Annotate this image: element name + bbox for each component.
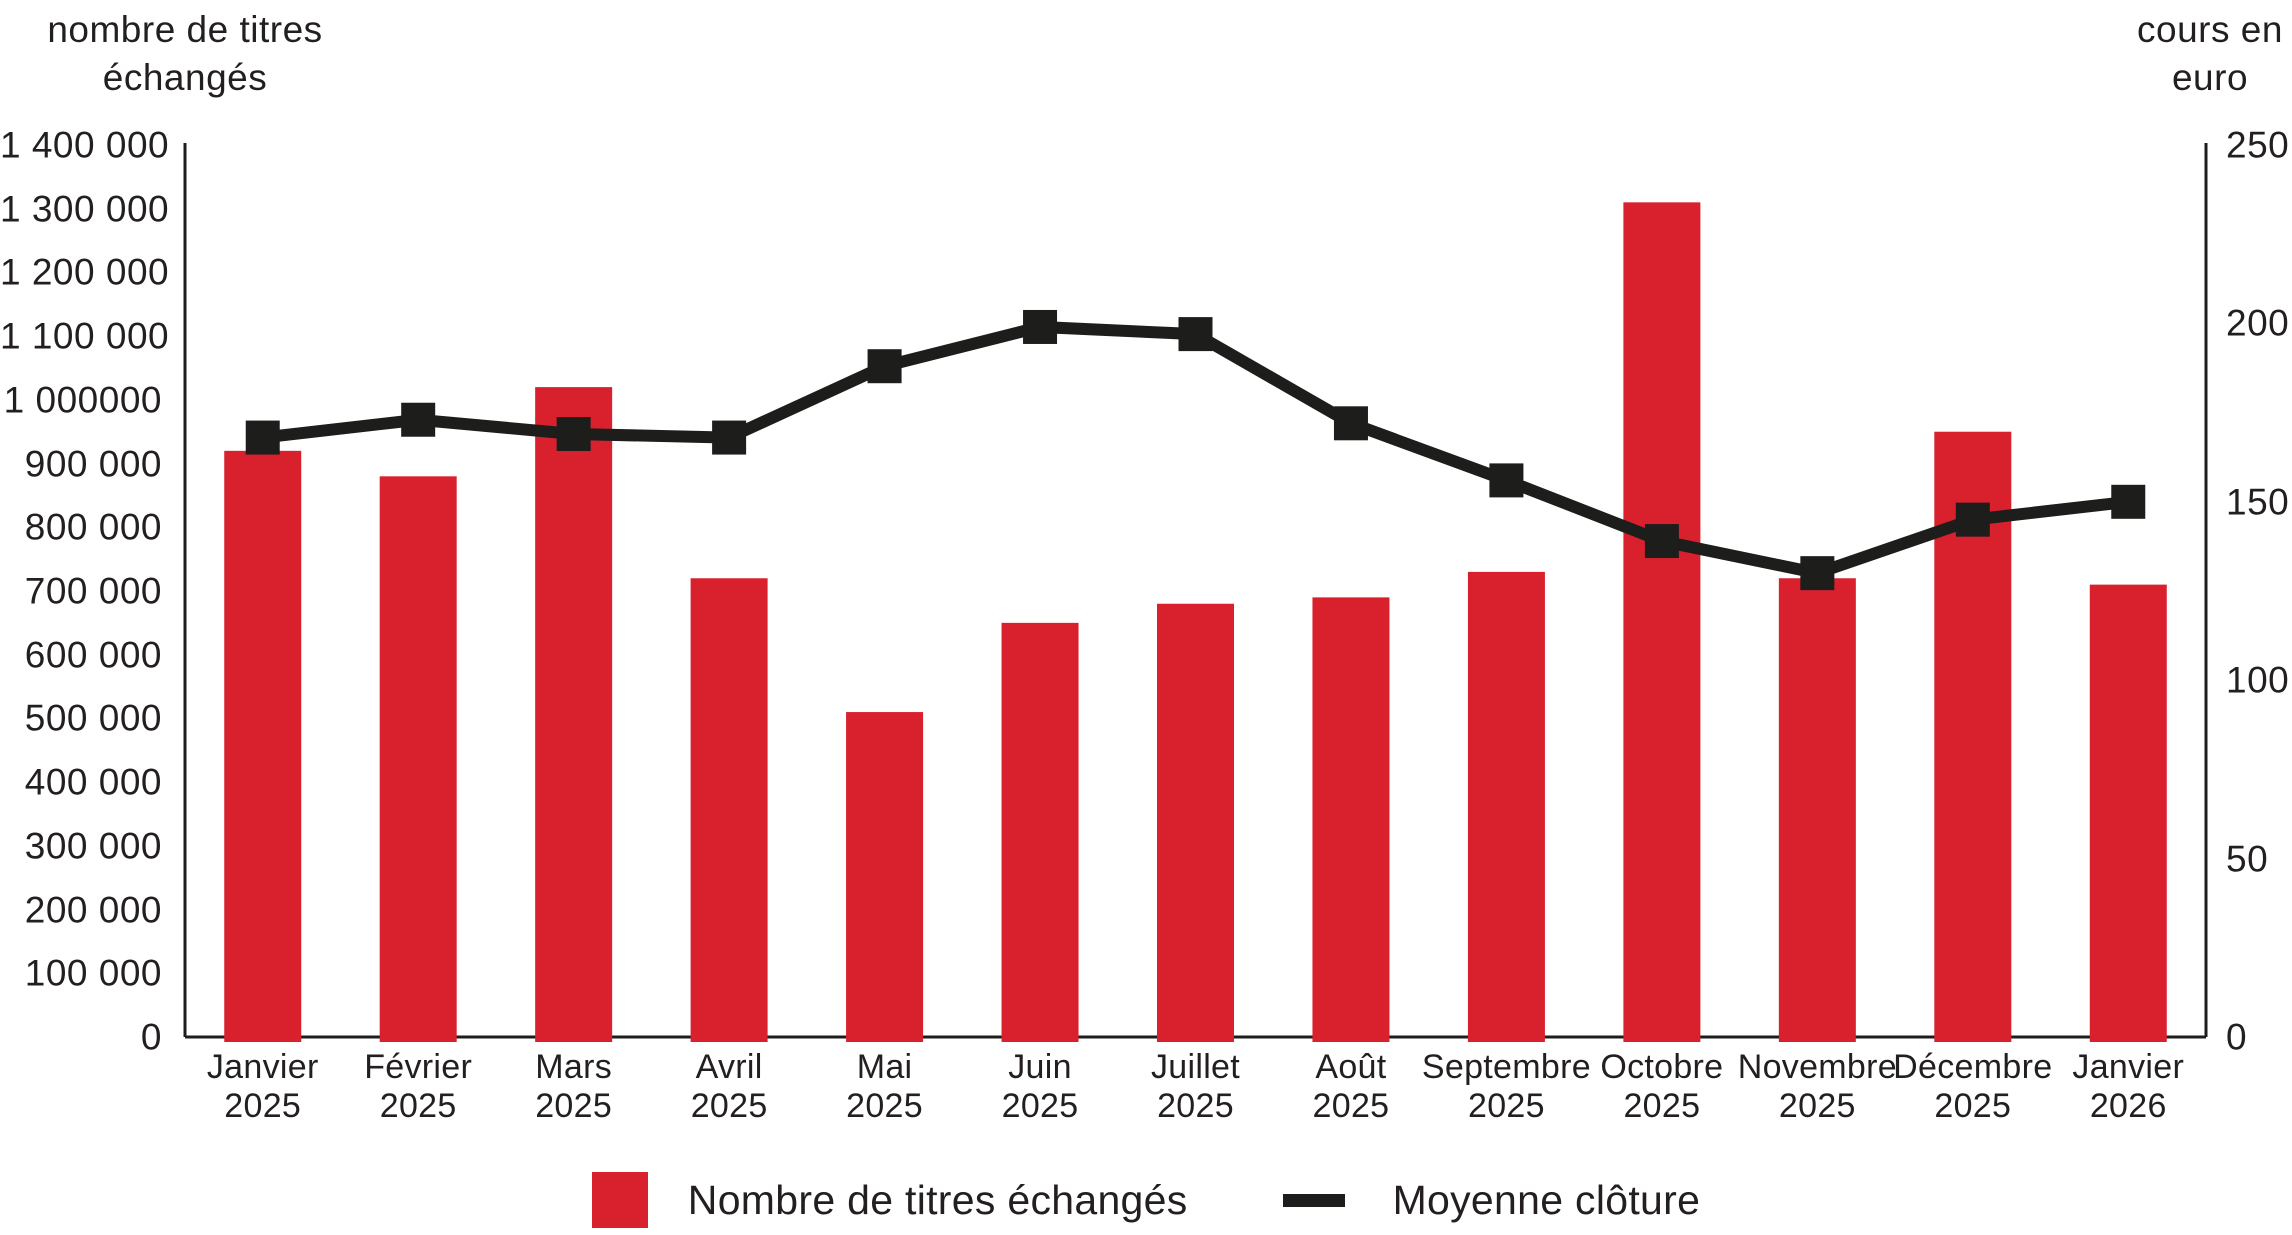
line-marker-août-2025 xyxy=(1333,406,1368,441)
left-axis-tick-label: 1 300 000 xyxy=(0,188,170,230)
bar-janvier-2026 xyxy=(2089,584,2167,1042)
x-axis-category-label: Janvier 2025 xyxy=(206,1048,319,1126)
left-axis-tick-label: 900 000 xyxy=(24,443,162,485)
line-marker-février-2025 xyxy=(401,402,436,437)
bar-novembre-2025 xyxy=(1778,578,1856,1042)
line-marker-mai-2025 xyxy=(867,349,902,384)
left-axis-tick-label: 600 000 xyxy=(24,634,162,676)
x-axis-category-label: Septembre 2025 xyxy=(1421,1048,1591,1126)
bar-août-2025 xyxy=(1312,597,1390,1042)
bar-octobre-2025 xyxy=(1623,202,1701,1043)
bar-avril-2025 xyxy=(690,578,768,1042)
x-axis-category-label: Août 2025 xyxy=(1312,1048,1390,1126)
x-axis-category-label: Mai 2025 xyxy=(846,1048,923,1126)
right-axis-tick-label: 50 xyxy=(2226,838,2269,880)
legend-bar-swatch xyxy=(591,1172,648,1228)
legend: Nombre de titres échangés Moyenne clôtur… xyxy=(0,1172,2292,1228)
bar-février-2025 xyxy=(379,476,457,1042)
right-axis-tick-label: 150 xyxy=(2226,481,2290,523)
x-axis-category-label: Mars 2025 xyxy=(535,1048,613,1126)
left-axis-tick-label: 400 000 xyxy=(24,761,162,803)
left-axis-tick-label: 100 000 xyxy=(24,952,162,994)
line-marker-juin-2025 xyxy=(1023,309,1058,344)
x-axis-category-label: Février 2025 xyxy=(364,1048,473,1126)
left-axis-tick-label: 500 000 xyxy=(24,697,162,739)
bar-mars-2025 xyxy=(535,387,613,1043)
x-axis-category-label: Janvier 2026 xyxy=(2072,1048,2185,1126)
left-axis-tick-label: 1 100 000 xyxy=(0,315,170,357)
x-axis-category-label: Juin 2025 xyxy=(1001,1048,1079,1126)
bar-juin-2025 xyxy=(1001,622,1079,1042)
line-marker-décembre-2025 xyxy=(1955,502,1990,537)
left-axis-tick-label: 800 000 xyxy=(24,506,162,548)
legend-line-swatch xyxy=(1282,1193,1345,1207)
line-marker-octobre-2025 xyxy=(1644,524,1679,559)
left-axis-tick-label: 1 400 000 xyxy=(0,124,170,166)
bar-janvier-2025 xyxy=(224,450,302,1042)
line-marker-juillet-2025 xyxy=(1178,317,1213,352)
left-axis-tick-label: 0 xyxy=(140,1016,162,1058)
left-axis-tick-label: 1 000000 xyxy=(3,379,162,421)
bar-juillet-2025 xyxy=(1157,603,1234,1042)
line-marker-janvier-2025 xyxy=(245,420,280,455)
legend-line-label: Moyenne clôture xyxy=(1392,1176,1701,1223)
left-axis-tick-label: 200 000 xyxy=(24,889,162,931)
line-marker-janvier-2026 xyxy=(2111,484,2146,519)
line-marker-novembre-2025 xyxy=(1800,556,1835,591)
right-axis-tick-label: 100 xyxy=(2226,659,2290,701)
left-axis-tick-label: 300 000 xyxy=(24,825,162,867)
left-axis-title: nombre de titres échangés xyxy=(47,9,323,99)
x-axis-category-label: Avril 2025 xyxy=(690,1048,768,1126)
right-axis-tick-label: 0 xyxy=(2226,1016,2248,1058)
left-axis-tick-label: 700 000 xyxy=(24,570,162,612)
bar-septembre-2025 xyxy=(1467,571,1545,1042)
left-axis-tick-label: 1 200 000 xyxy=(0,251,170,293)
bar-mai-2025 xyxy=(846,712,924,1042)
x-axis-category-label: Décembre 2025 xyxy=(1893,1048,2053,1126)
x-axis-category-label: Octobre 2025 xyxy=(1600,1048,1724,1126)
x-axis-category-label: Juillet 2025 xyxy=(1150,1048,1241,1126)
right-axis-tick-label: 200 xyxy=(2226,302,2290,344)
right-axis-tick-label: 250 xyxy=(2226,124,2290,166)
x-axis-category-label: Novembre 2025 xyxy=(1737,1048,1897,1126)
legend-bar-label: Nombre de titres échangés xyxy=(687,1176,1188,1223)
right-axis-title: cours en euro xyxy=(2137,9,2283,99)
line-marker-septembre-2025 xyxy=(1489,463,1524,498)
line-marker-avril-2025 xyxy=(712,420,747,455)
line-marker-mars-2025 xyxy=(556,417,591,452)
